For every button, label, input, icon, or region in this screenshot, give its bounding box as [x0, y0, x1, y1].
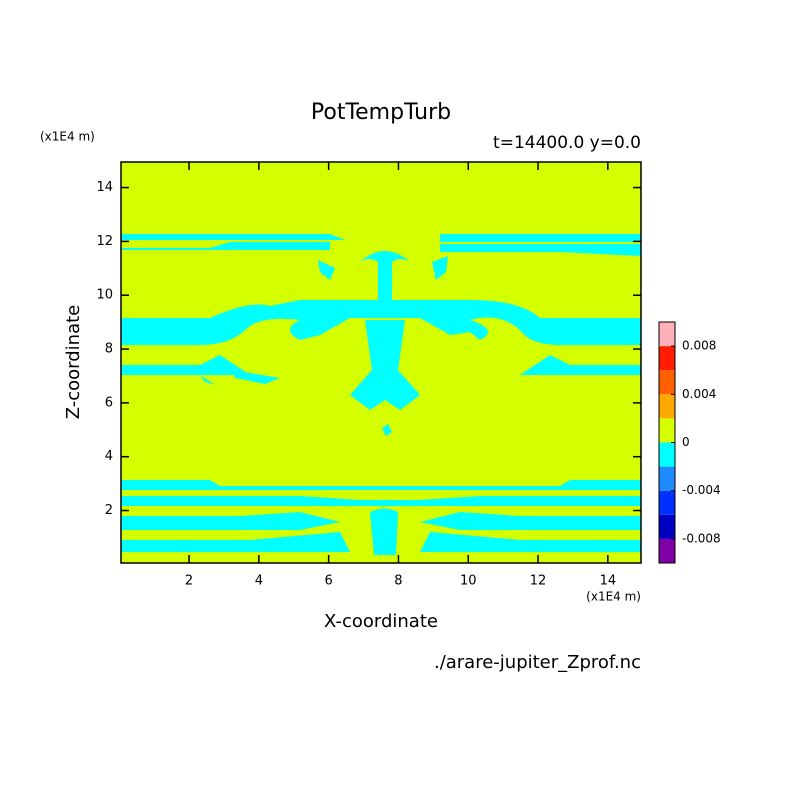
region	[121, 300, 641, 345]
x-tick-label: 6	[325, 574, 333, 589]
colorbar-band	[659, 322, 675, 347]
region	[318, 251, 448, 300]
region	[121, 480, 641, 506]
colorbar-tick-label: -0.004	[682, 483, 721, 497]
colorbar-band	[659, 394, 675, 419]
colorbar-band	[659, 490, 675, 515]
region	[370, 508, 398, 555]
y-unit: (x1E4 m)	[40, 130, 95, 144]
colorbar-band	[659, 346, 675, 371]
x-axis-label: X-coordinate	[324, 611, 438, 632]
colorbar-tick-label: 0	[682, 435, 690, 449]
y-tick-label: 12	[96, 234, 113, 249]
x-tick-label: 10	[460, 574, 477, 589]
region	[350, 320, 420, 436]
y-tick-label: 6	[105, 395, 113, 410]
colorbar-band	[659, 418, 675, 443]
region	[121, 355, 641, 385]
x-tick-label: 4	[255, 574, 263, 589]
negative-regions	[121, 234, 641, 555]
region	[121, 512, 641, 552]
subtitle: t=14400.0 y=0.0	[493, 133, 641, 153]
y-axis-label: Z-coordinate	[63, 305, 84, 420]
source-file: ./arare-jupiter_Zprof.nc	[434, 652, 641, 673]
colorbar-tick-label: 0.004	[682, 387, 716, 401]
colorbar-band	[659, 442, 675, 467]
x-tick-label: 8	[394, 574, 402, 589]
y-tick-label: 4	[105, 449, 113, 464]
chart-title: PotTempTurb	[311, 100, 451, 125]
colorbar-tick-label: 0.008	[682, 339, 716, 353]
region	[121, 234, 641, 256]
colorbar-band	[659, 370, 675, 395]
y-tick-label: 10	[96, 288, 113, 303]
x-unit: (x1E4 m)	[586, 590, 641, 604]
x-tick-label: 14	[600, 574, 617, 589]
y-tick-label: 14	[96, 180, 113, 195]
colorbar-tick-label: -0.008	[682, 531, 721, 545]
y-tick-label: 8	[105, 342, 113, 357]
x-tick-label: 2	[185, 574, 193, 589]
x-tick-label: 12	[530, 574, 547, 589]
contour-field	[121, 162, 641, 563]
y-tick-label: 2	[105, 503, 113, 518]
plot-frame	[120, 161, 642, 564]
colorbar-band	[659, 538, 675, 563]
colorbar-band	[659, 466, 675, 491]
colorbar-band	[659, 514, 675, 539]
